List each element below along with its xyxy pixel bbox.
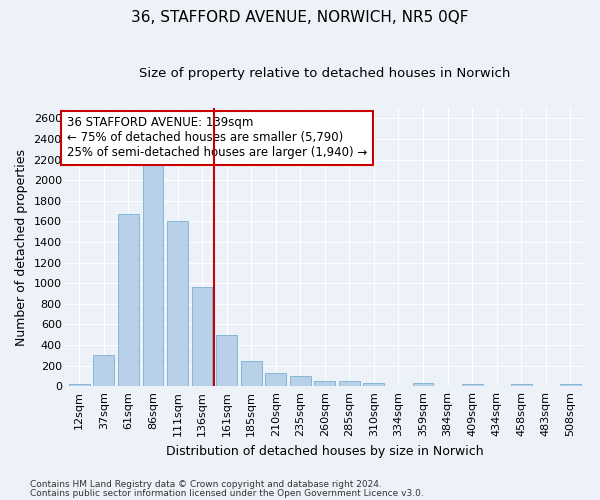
Bar (511, 384, 532, 386)
Bar (413, 382, 433, 386)
Bar (265, 374, 286, 386)
Bar (364, 382, 385, 386)
Text: 36, STAFFORD AVENUE, NORWICH, NR5 0QF: 36, STAFFORD AVENUE, NORWICH, NR5 0QF (131, 10, 469, 25)
Bar (290, 376, 311, 386)
Y-axis label: Number of detached properties: Number of detached properties (15, 148, 28, 346)
Text: Contains public sector information licensed under the Open Government Licence v3: Contains public sector information licen… (30, 488, 424, 498)
Title: Size of property relative to detached houses in Norwich: Size of property relative to detached ho… (139, 68, 511, 80)
X-axis label: Distribution of detached houses by size in Norwich: Distribution of detached houses by size … (166, 444, 484, 458)
Bar (94, 356, 114, 386)
Bar (339, 381, 360, 386)
Bar (167, 222, 188, 386)
Bar (191, 288, 212, 386)
Bar (216, 335, 237, 386)
Bar (118, 214, 139, 386)
Bar (143, 164, 163, 386)
Bar (241, 360, 262, 386)
Text: Contains HM Land Registry data © Crown copyright and database right 2024.: Contains HM Land Registry data © Crown c… (30, 480, 382, 489)
Bar (69, 384, 90, 386)
Bar (560, 384, 581, 386)
Bar (461, 384, 482, 386)
Bar (314, 381, 335, 386)
Text: 36 STAFFORD AVENUE: 139sqm
← 75% of detached houses are smaller (5,790)
25% of s: 36 STAFFORD AVENUE: 139sqm ← 75% of deta… (67, 116, 367, 160)
